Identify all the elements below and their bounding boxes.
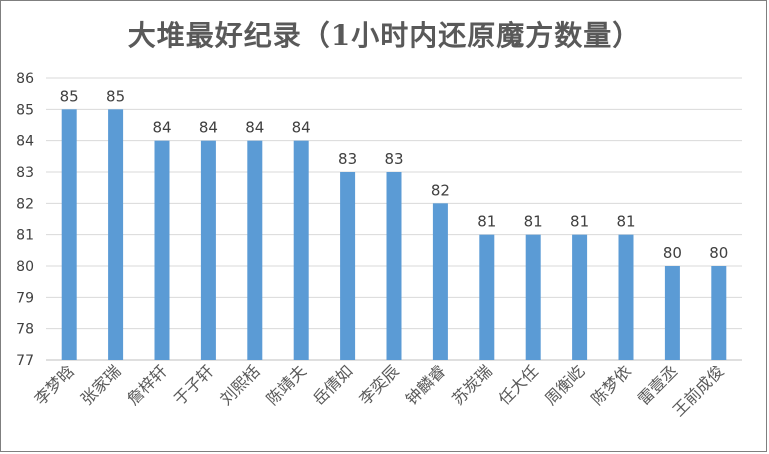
data-label: 80 — [709, 244, 728, 262]
category-label: 苏炭瑞 — [448, 361, 495, 408]
data-label: 81 — [616, 213, 635, 231]
bar — [293, 140, 309, 360]
category-label: 李奕辰 — [355, 361, 402, 408]
bar — [108, 109, 124, 360]
data-label: 83 — [384, 150, 403, 168]
bar — [432, 203, 448, 360]
data-label: 84 — [245, 119, 264, 137]
chart-title: 大堆最好纪录（1小时内还原魔方数量） — [127, 19, 642, 52]
y-tick-label: 86 — [16, 71, 34, 87]
y-tick-label: 77 — [16, 353, 34, 369]
category-label: 任大任 — [495, 361, 542, 408]
category-label: 刘熙栝 — [216, 361, 263, 408]
bar — [618, 234, 634, 360]
data-labels: 85 85 84 84 84 84 83 83 82 81 81 81 81 80 80 — [60, 87, 729, 262]
category-label: 李梦晗 — [31, 361, 78, 408]
bar — [154, 140, 170, 360]
bar — [664, 266, 680, 360]
data-label: 81 — [477, 213, 496, 231]
y-tick-label: 85 — [16, 102, 34, 118]
category-label: 陈靖夫 — [263, 361, 310, 408]
data-label: 83 — [338, 150, 357, 168]
data-label: 81 — [524, 213, 543, 231]
bar — [200, 140, 216, 360]
y-tick-label: 82 — [16, 196, 34, 212]
data-label: 80 — [663, 244, 682, 262]
y-tick-label: 81 — [16, 228, 34, 244]
category-label: 于子轩 — [170, 361, 217, 408]
category-label: 周衡屹 — [541, 361, 588, 408]
data-label: 84 — [199, 119, 218, 137]
category-label: 岳倩如 — [309, 361, 356, 408]
y-tick-label: 80 — [16, 259, 34, 275]
category-label: 张家瑞 — [77, 361, 124, 408]
data-label: 81 — [570, 213, 589, 231]
data-label: 85 — [60, 87, 79, 105]
bar — [525, 234, 541, 360]
bar — [61, 109, 77, 360]
category-label: 王前成俊 — [669, 361, 728, 420]
category-labels: 李梦晗 张家瑞 詹梓轩 于子轩 刘熙栝 陈靖夫 岳倩如 李奕辰 钟麟睿 苏炭瑞 任大任 周衡屹 陈梦依雷… — [31, 361, 728, 420]
y-tick-label: 83 — [16, 165, 34, 181]
category-label: 陈梦依 — [587, 361, 634, 408]
y-tick-label: 84 — [16, 134, 34, 150]
bar — [711, 266, 727, 360]
bars — [61, 109, 727, 360]
bar — [386, 172, 402, 360]
category-label: 詹梓轩 — [123, 361, 170, 408]
bar — [572, 234, 588, 360]
y-tick-label: 79 — [16, 290, 34, 306]
y-axis-tick-labels: 77 78 79 80 81 82 83 84 85 86 — [16, 71, 34, 369]
bar — [247, 140, 263, 360]
data-label: 85 — [106, 87, 125, 105]
category-label: 钟麟睿 — [402, 361, 449, 408]
bar — [340, 172, 356, 360]
y-tick-label: 78 — [16, 322, 34, 338]
data-label: 84 — [152, 119, 171, 137]
data-label: 82 — [431, 181, 450, 199]
data-label: 84 — [292, 119, 311, 137]
bar — [479, 234, 495, 360]
